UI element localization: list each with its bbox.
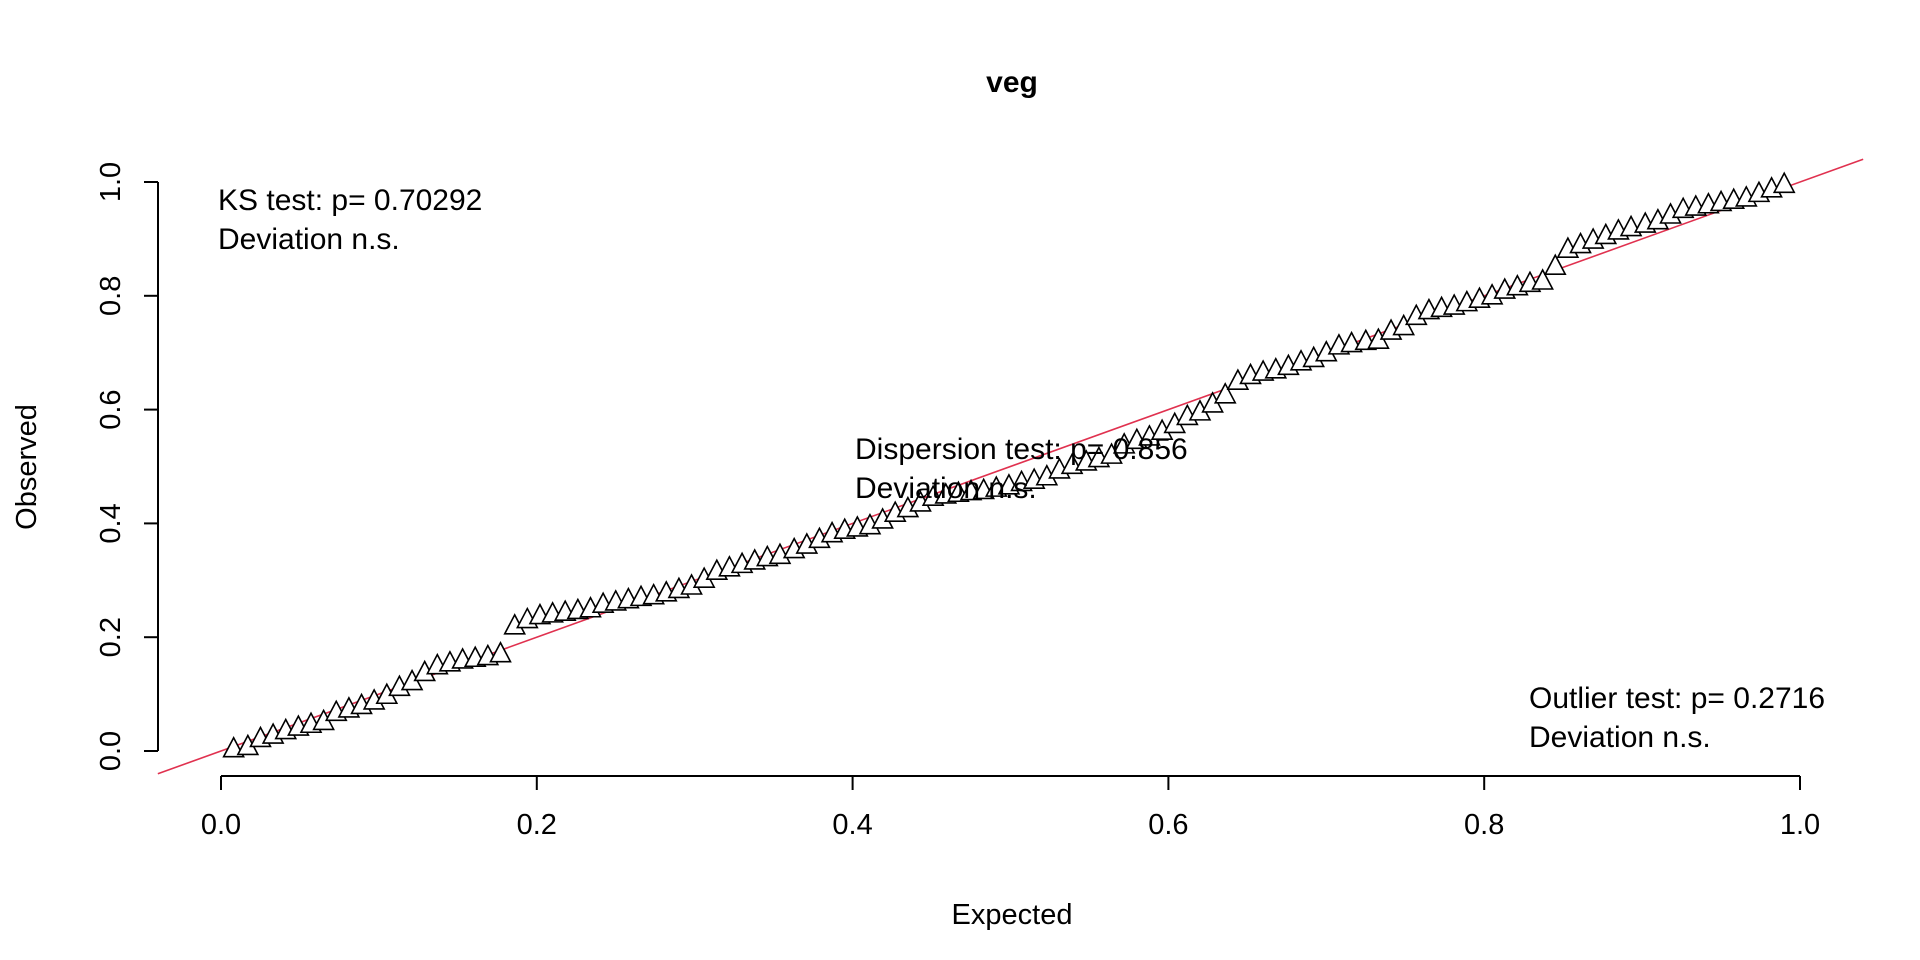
chart-title: veg (986, 66, 1038, 99)
plot-area (157, 158, 1864, 775)
data-markers (222, 171, 1796, 758)
x-tick-label: 0.6 (1148, 809, 1188, 841)
x-tick-label: 0.0 (201, 809, 241, 841)
outlier-test-result: Outlier test: p= 0.2716 (1529, 682, 1825, 715)
data-point (1772, 171, 1796, 194)
x-tick-label: 0.8 (1464, 809, 1504, 841)
dispersion-test-result: Dispersion test: p= 0.856 (855, 433, 1188, 466)
data-point (489, 640, 512, 663)
x-axis-label: Expected (952, 899, 1073, 931)
ks-test-deviation: Deviation n.s. (218, 223, 400, 256)
y-tick-label: 0.6 (95, 389, 127, 429)
y-tick-label: 0.8 (95, 276, 127, 316)
y-tick-label: 0.0 (95, 731, 127, 771)
outlier-test-deviation: Deviation n.s. (1529, 721, 1711, 754)
x-tick-label: 0.4 (832, 809, 872, 841)
y-axis-label: Observed (11, 404, 43, 530)
x-tick-label: 1.0 (1780, 809, 1820, 841)
data-point (768, 542, 792, 565)
y-tick-label: 1.0 (95, 162, 127, 202)
dispersion-test-annotation: Dispersion test: p= 0.856 Deviation n.s. (855, 433, 1188, 505)
data-point (1213, 382, 1237, 404)
y-tick-label: 0.2 (95, 617, 127, 657)
outlier-test-annotation: Outlier test: p= 0.2716 Deviation n.s. (1529, 682, 1825, 754)
x-tick-label: 0.2 (517, 809, 557, 841)
ks-test-result: KS test: p= 0.70292 (218, 184, 482, 217)
data-point (1531, 268, 1554, 290)
x-axis: 0.0 0.2 0.4 0.6 0.8 1.0 (201, 775, 1820, 841)
data-point (1543, 253, 1567, 276)
ks-test-annotation: KS test: p= 0.70292 Deviation n.s. (218, 184, 482, 256)
dispersion-test-deviation: Deviation n.s. (855, 472, 1037, 505)
y-axis: 0.0 0.2 0.4 0.6 0.8 1.0 (95, 162, 159, 771)
y-tick-label: 0.4 (95, 503, 127, 543)
